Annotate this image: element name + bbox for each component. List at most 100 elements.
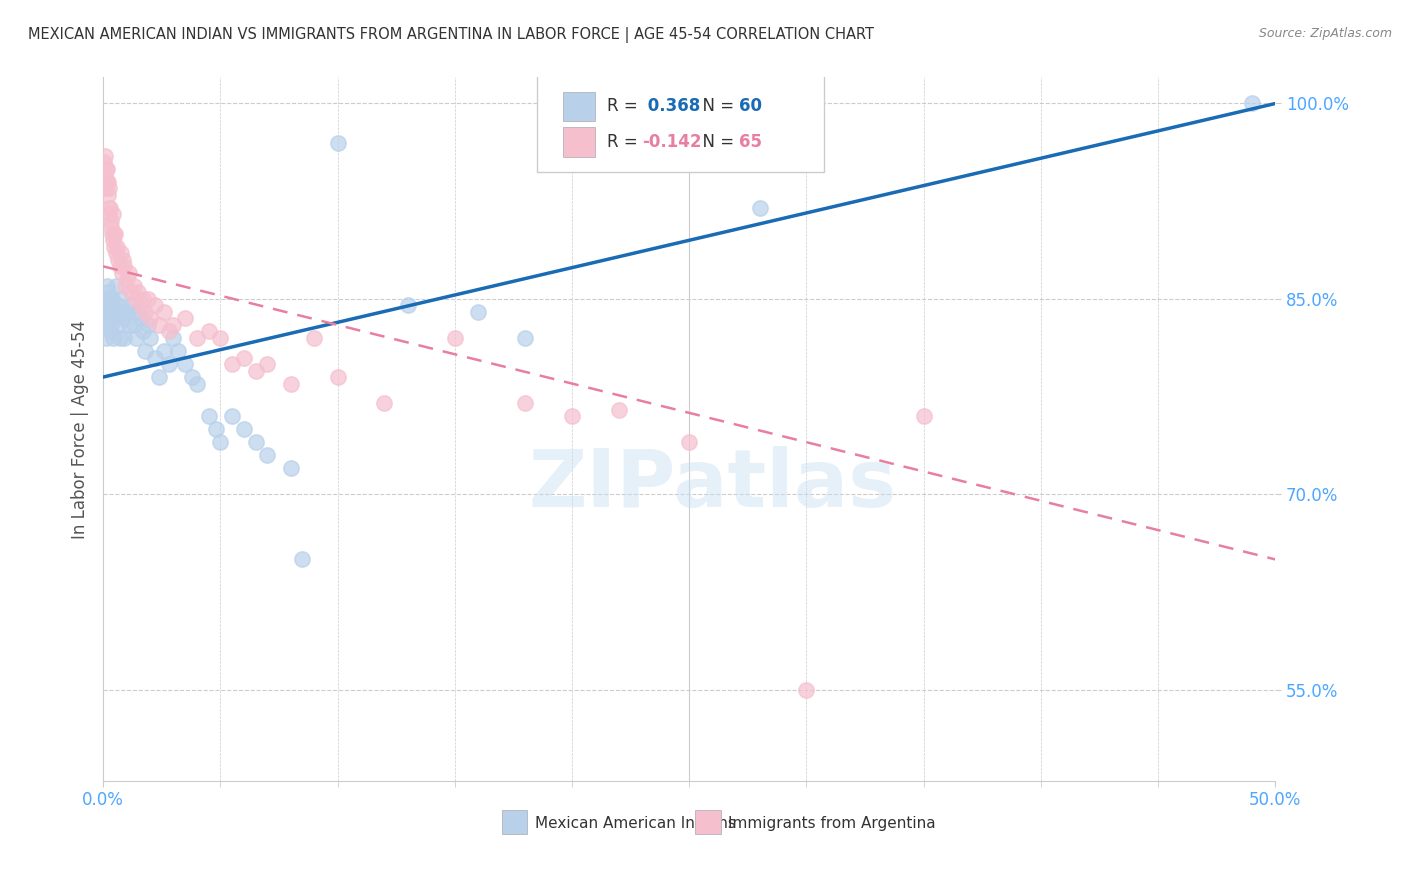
Point [748,201,770,215]
Point [97,311,120,326]
Point [105,298,128,312]
Point [94,331,117,345]
Point [396,298,419,312]
Point [256,448,278,462]
Point [148,318,170,332]
Point [443,331,465,345]
Point [129,311,152,326]
Point [96,305,118,319]
Point [153,344,176,359]
Point [174,357,197,371]
Point [143,298,166,312]
Point [118,318,141,332]
Point [114,278,136,293]
Point [678,435,700,450]
Point [515,396,537,410]
Point [280,461,302,475]
Point [280,376,302,391]
Text: MEXICAN AMERICAN INDIAN VS IMMIGRANTS FROM ARGENTINA IN LABOR FORCE | AGE 45-54 : MEXICAN AMERICAN INDIAN VS IMMIGRANTS FR… [28,27,875,43]
Point [115,305,138,319]
Point [120,298,142,312]
Point [302,331,325,345]
Point [326,370,349,384]
Text: R =: R = [607,97,643,115]
Point [125,331,148,345]
FancyBboxPatch shape [695,811,721,834]
Point [561,409,583,424]
Point [796,682,818,697]
Point [101,292,124,306]
Point [94,148,117,162]
FancyBboxPatch shape [562,128,596,157]
Point [197,325,219,339]
Point [204,422,226,436]
FancyBboxPatch shape [502,811,527,834]
Point [256,357,278,371]
Point [111,266,134,280]
Point [139,311,162,326]
Point [96,161,118,176]
Text: N =: N = [692,133,740,151]
Point [105,278,128,293]
Point [120,285,142,300]
Point [136,318,159,332]
Point [912,409,935,424]
Point [143,351,166,365]
Text: -0.142: -0.142 [643,133,702,151]
Point [167,344,190,359]
Text: 65: 65 [738,133,762,151]
Point [157,357,180,371]
Point [186,376,208,391]
Point [96,175,118,189]
Point [101,233,124,247]
Point [245,363,267,377]
Point [105,246,128,260]
Point [197,409,219,424]
Point [127,305,149,319]
Point [110,246,132,260]
Point [101,331,124,345]
Point [107,318,129,332]
Point [245,435,267,450]
Point [97,285,120,300]
Point [291,552,314,566]
Point [232,422,254,436]
Point [97,201,120,215]
Point [94,161,117,176]
Point [139,331,162,345]
Point [98,201,121,215]
Y-axis label: In Labor Force | Age 45-54: In Labor Force | Age 45-54 [72,319,89,539]
Point [93,155,115,169]
Point [108,260,131,274]
Point [122,318,145,332]
Point [134,305,156,319]
Point [93,298,115,312]
Point [115,272,138,286]
Text: Source: ZipAtlas.com: Source: ZipAtlas.com [1258,27,1392,40]
Point [100,318,122,332]
Point [100,220,122,235]
Point [607,402,630,417]
Point [98,292,121,306]
Point [103,305,125,319]
Point [153,305,176,319]
Point [98,181,121,195]
Point [107,252,129,267]
Point [94,292,117,306]
Point [112,311,135,326]
Point [103,240,125,254]
Point [162,318,184,332]
Point [100,213,122,227]
Point [97,175,120,189]
Point [104,311,127,326]
Point [148,370,170,384]
Point [209,331,232,345]
Point [125,292,148,306]
Point [221,357,243,371]
Point [101,227,124,241]
Point [373,396,395,410]
Point [98,305,121,319]
Text: 0.368: 0.368 [643,97,700,115]
Text: N =: N = [692,97,740,115]
Point [132,292,155,306]
